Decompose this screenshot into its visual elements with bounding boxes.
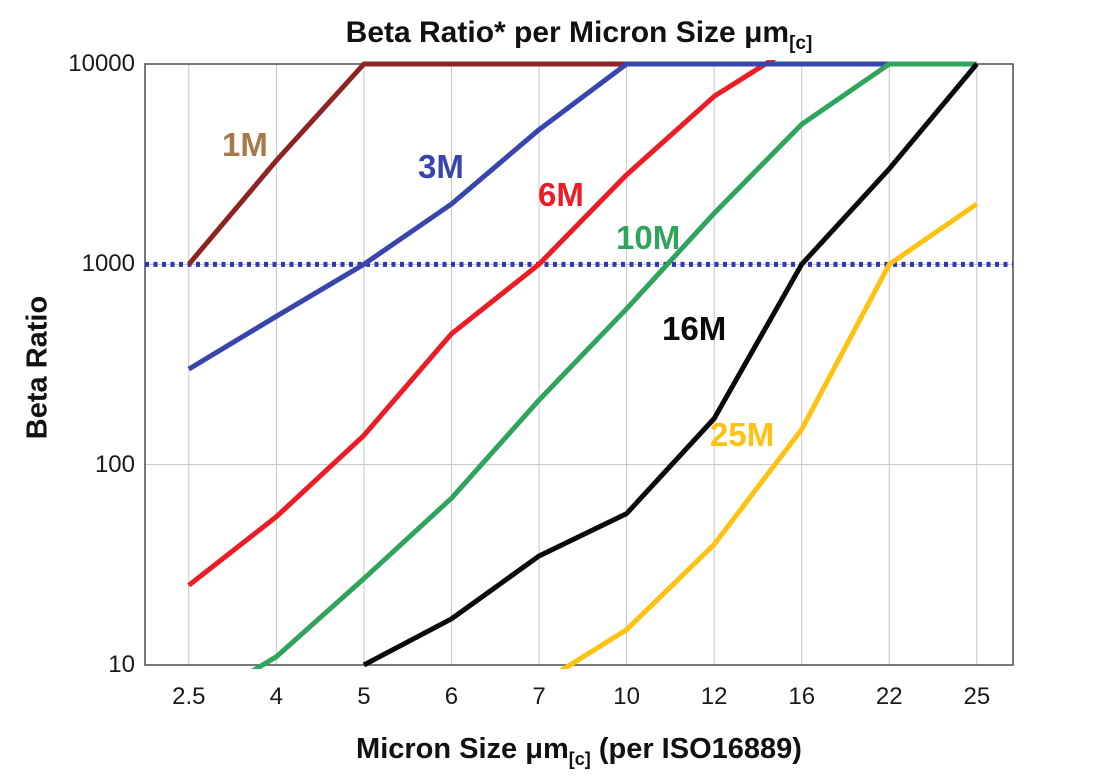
chart-title: Beta Ratio* per Micron Size μm[c]: [145, 16, 1013, 55]
x-axis-title: Micron Size μm[c] (per ISO16889): [145, 733, 1013, 770]
series-line-1m: [186, 61, 627, 266]
plot-group: [144, 60, 1014, 669]
series-label-6m: 6M: [538, 176, 584, 213]
x-tick-label: 25: [963, 683, 991, 710]
series-line-16m: [362, 62, 979, 668]
series-label-3m: 3M: [418, 148, 464, 185]
x-tick-label: 16: [788, 683, 816, 710]
series-line-3m: [187, 61, 890, 372]
series-line-6m: [187, 60, 777, 588]
x-axis-title-subscript: [c]: [568, 748, 591, 769]
series-label-10m: 10M: [616, 219, 681, 256]
series-line-10m: [251, 61, 977, 669]
y-tick-label: 1000: [81, 250, 135, 278]
x-tick-label: 6: [444, 683, 459, 710]
y-tick-label: 10: [108, 651, 135, 678]
plot-border: [144, 63, 1014, 666]
x-tick-label: 10: [613, 683, 640, 710]
chart-title-text: Beta Ratio* per Micron Size μm: [345, 16, 790, 49]
y-tick-label: 10000: [68, 50, 135, 77]
x-tick-label: 5: [357, 683, 371, 710]
x-tick-label: 12: [700, 683, 728, 710]
series-label-16m: 16M: [662, 310, 727, 347]
x-tick-label: 7: [532, 683, 546, 710]
y-tick-label: 100: [94, 450, 135, 478]
chart-title-subscript: [c]: [789, 33, 813, 54]
series-label-25m: 25M: [710, 416, 775, 453]
x-tick-label: 22: [875, 683, 903, 710]
x-tick-label: 2.5: [172, 683, 206, 710]
x-tick-label: 4: [269, 683, 284, 710]
x-axis-title-suffix: (per ISO16889): [590, 733, 802, 765]
series-line-25m: [558, 201, 979, 669]
series-label-1m: 1M: [222, 126, 268, 163]
x-axis-title-text: Micron Size μm: [356, 733, 569, 765]
